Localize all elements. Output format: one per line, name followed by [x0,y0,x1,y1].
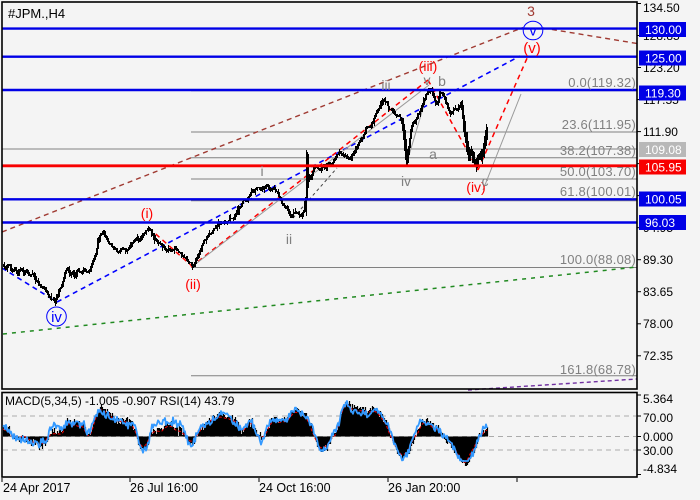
svg-text:ii: ii [286,231,292,247]
svg-text:0.0(119.32): 0.0(119.32) [568,75,636,90]
svg-text:100.0(88.08): 100.0(88.08) [560,252,636,267]
svg-text:3: 3 [527,3,535,19]
svg-text:83.65: 83.65 [643,285,673,299]
svg-text:v: v [424,72,431,88]
svg-text:#JPM.,H4: #JPM.,H4 [8,6,65,21]
svg-text:(v): (v) [523,40,541,57]
svg-text:72.35: 72.35 [643,349,673,363]
svg-text:(ii): (ii) [185,276,201,292]
svg-text:(iii): (iii) [419,58,438,74]
svg-text:38.2(107.38): 38.2(107.38) [560,143,636,158]
svg-text:24 Oct 16:00: 24 Oct 16:00 [259,481,331,495]
svg-text:70.00: 70.00 [643,411,673,425]
svg-text:iii: iii [381,77,390,93]
svg-text:125.00: 125.00 [645,52,682,66]
svg-text:iv: iv [401,173,411,189]
svg-text:MACD(5,34,5) -1.005 -0.907 RSI: MACD(5,34,5) -1.005 -0.907 RSI(14) 43.79 [5,394,235,408]
svg-text:50.0(103.70): 50.0(103.70) [560,164,636,179]
svg-text:(iv): (iv) [466,179,485,195]
svg-text:105.95: 105.95 [645,161,682,175]
svg-text:161.8(68.78): 161.8(68.78) [560,362,636,377]
svg-text:78.00: 78.00 [643,317,673,331]
svg-text:c: c [482,173,489,189]
svg-text:24 Apr 2017: 24 Apr 2017 [3,481,70,495]
svg-text:-4.834: -4.834 [643,462,677,476]
svg-text:5.364: 5.364 [643,392,673,406]
svg-text:a: a [429,146,437,162]
svg-text:130.00: 130.00 [645,23,682,37]
svg-text:(i): (i) [141,205,153,221]
svg-text:26 Jan 20:00: 26 Jan 20:00 [388,481,460,495]
svg-text:30.00: 30.00 [643,444,673,458]
svg-text:134.50: 134.50 [643,1,680,15]
svg-text:0.000: 0.000 [643,430,673,444]
svg-text:119.30: 119.30 [645,87,681,101]
svg-text:i: i [260,163,263,179]
svg-text:iv: iv [51,309,62,326]
svg-text:89.30: 89.30 [643,253,673,267]
svg-text:109.08: 109.08 [645,143,682,157]
svg-text:96.03: 96.03 [645,216,675,230]
svg-text:26 Jul 16:00: 26 Jul 16:00 [130,481,198,495]
svg-text:b: b [438,73,446,89]
svg-text:100.05: 100.05 [645,193,682,207]
svg-text:23.6(111.95): 23.6(111.95) [562,117,636,132]
svg-text:v: v [529,23,537,40]
svg-text:111.90: 111.90 [643,125,678,139]
svg-text:61.8(100.01): 61.8(100.01) [560,184,636,199]
